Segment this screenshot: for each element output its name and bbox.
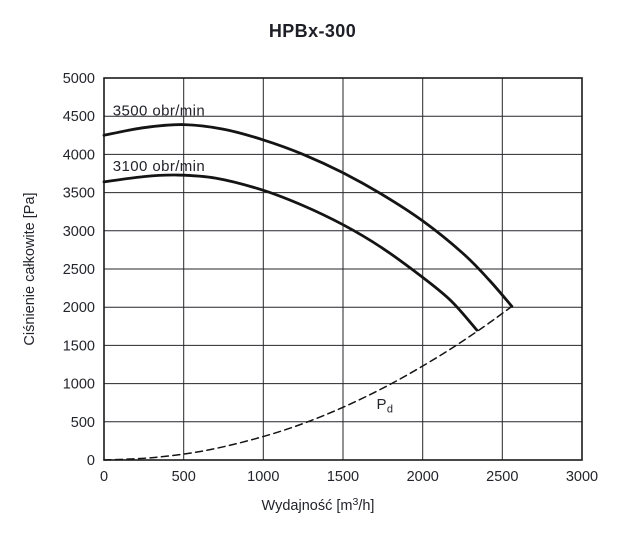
curve-pd: [103, 305, 513, 461]
x-tick-label: 500: [172, 469, 196, 485]
plot-border: [103, 77, 583, 461]
curve-label-3100-obr-min: 3100 obr/min: [113, 158, 205, 175]
curve-label-3500-obr-min: 3500 obr/min: [113, 102, 205, 119]
y-tick-label: 0: [87, 453, 95, 469]
y-tick-label: 2000: [63, 300, 95, 316]
x-tick-label: 1000: [247, 469, 279, 485]
curve-3500-obr-min: [102, 123, 514, 308]
y-tick-label: 2500: [63, 262, 95, 278]
y-tick-label: 5000: [63, 71, 95, 87]
x-tick-label: 3000: [566, 469, 598, 485]
x-tick-label: 1500: [327, 469, 359, 485]
y-tick-label: 4000: [63, 147, 95, 163]
y-tick-label: 1000: [63, 377, 95, 393]
y-tick-label: 4500: [63, 109, 95, 125]
y-tick-labels: 0 500 1000 1500 2000 2500 3000 3500 4000 4500 5000: [63, 71, 95, 469]
y-axis-label: Ciśnienie całkowite [Pa]: [22, 192, 38, 345]
curve-label-pd: Pd: [377, 396, 394, 416]
chart-title: HPBx-300: [268, 21, 357, 41]
x-axis-label: Wydajność [m3/h]: [262, 496, 375, 514]
y-tick-label: 3000: [63, 224, 95, 240]
x-tick-label: 2000: [407, 469, 439, 485]
x-tick-label: 2500: [486, 469, 518, 485]
x-tick-label: 0: [100, 469, 108, 485]
y-tick-label: 500: [71, 415, 95, 431]
x-tick-labels: 0 500 1000 1500 2000 2500 3000: [100, 469, 598, 485]
y-tick-label: 1500: [63, 338, 95, 354]
y-tick-label: 3500: [63, 186, 95, 202]
curve-3100-obr-min: [102, 173, 479, 332]
grid-lines: [103, 77, 583, 461]
